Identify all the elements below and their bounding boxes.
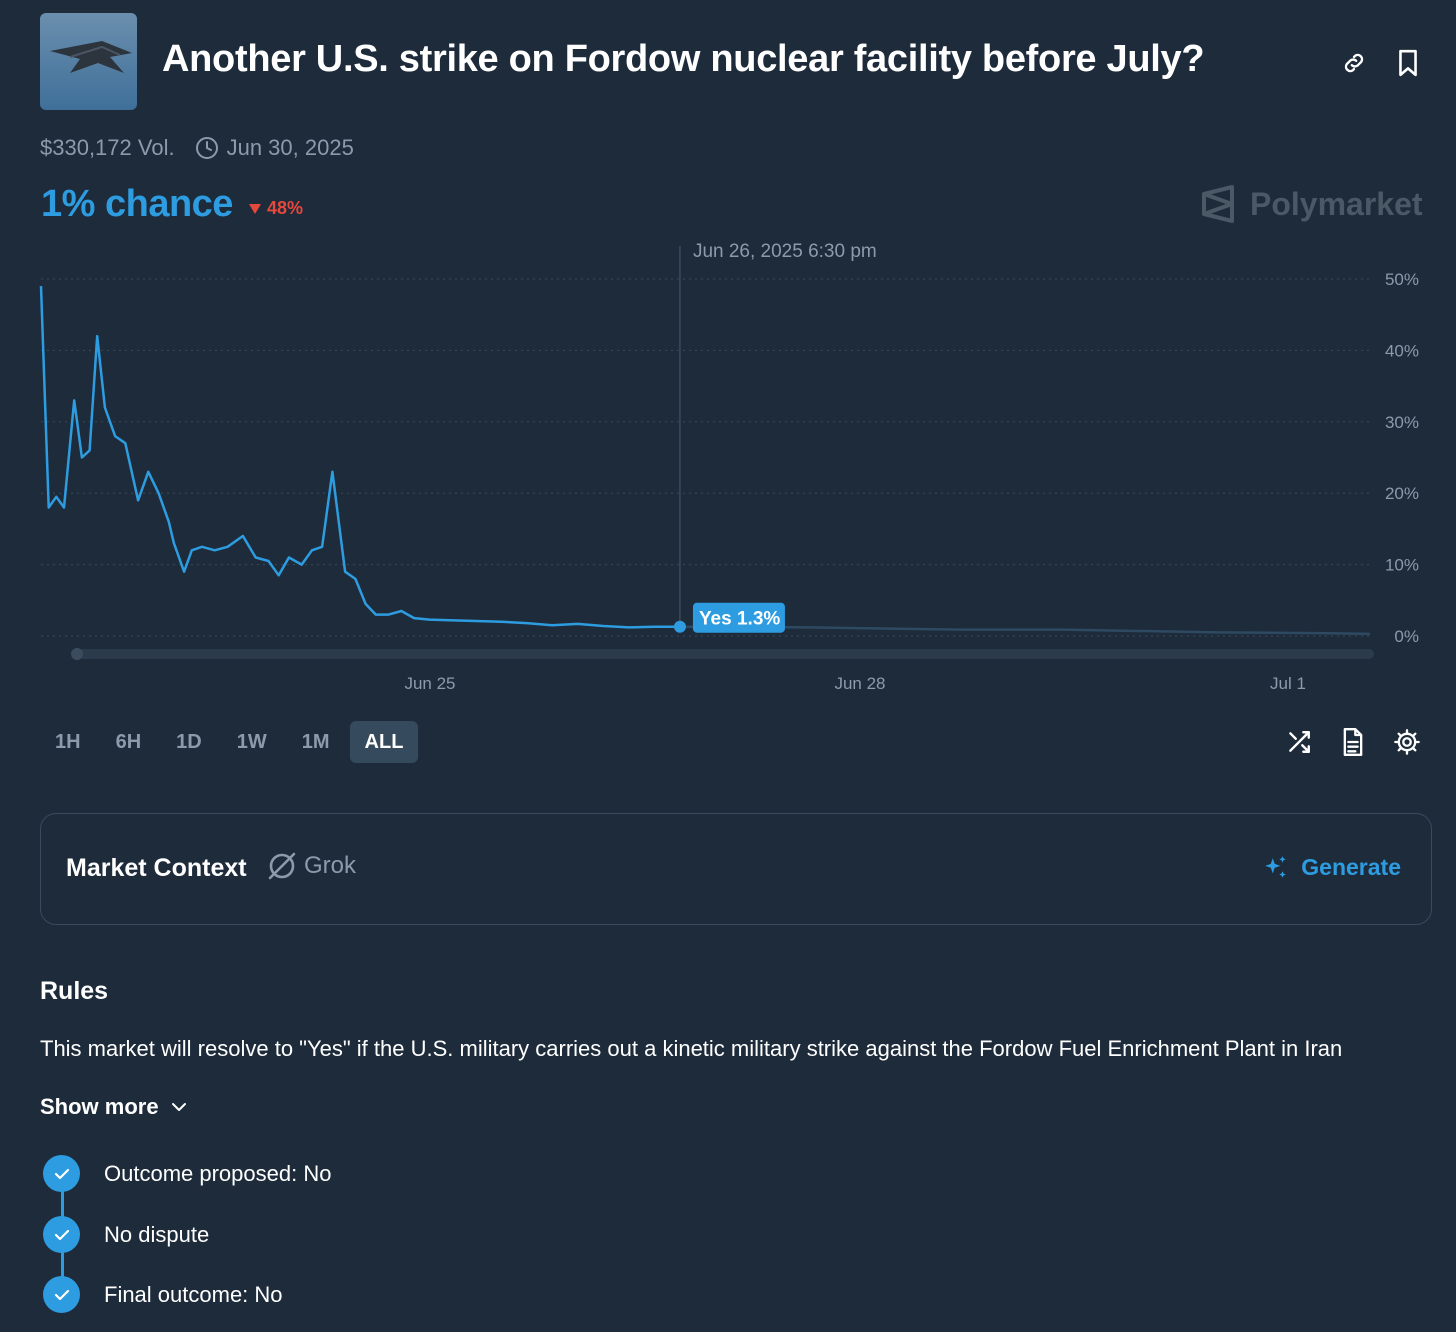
end-date-text: Jun 30, 2025 (226, 135, 354, 160)
timeline-step: Outcome proposed: No (43, 1155, 331, 1192)
time-range-selector: 1H 6H 1D 1W 1M ALL (40, 721, 423, 763)
volume-text: $330,172 Vol. (40, 135, 175, 160)
polymarket-logo: Polymarket (1200, 184, 1423, 224)
price-line-yes (39, 286, 680, 629)
chart-range-scrollbar[interactable] (77, 649, 1374, 659)
range-1d-button[interactable]: 1D (176, 731, 202, 753)
change-value: 48% (267, 198, 304, 218)
market-context-card: Market Context Grok Generate (40, 813, 1432, 925)
sparkle-icon (1265, 855, 1287, 878)
range-1h-button[interactable]: 1H (55, 731, 81, 753)
range-6h-button[interactable]: 6H (115, 731, 142, 753)
svg-text:Yes 1.3%: Yes 1.3% (699, 609, 780, 630)
y-tick-label: 30% (1385, 413, 1419, 432)
timeline-step: No dispute (43, 1216, 209, 1253)
hover-tooltip: Yes 1.3% (692, 602, 785, 633)
shuffle-icon[interactable] (1284, 727, 1314, 757)
market-meta: $330,172 Vol. Jun 30, 2025 (40, 135, 354, 161)
x-tick-label: Jun 28 (834, 674, 885, 693)
x-tick-label: Jun 25 (404, 674, 455, 693)
brand-name: Polymarket (1250, 185, 1423, 222)
rules-text: This market will resolve to "Yes" if the… (40, 1036, 1343, 1061)
hover-point (673, 620, 686, 633)
check-icon (43, 1216, 80, 1253)
grok-badge: Grok (266, 850, 356, 882)
market-title: Another U.S. strike on Fordow nuclear fa… (162, 38, 1205, 80)
y-tick-label: 20% (1385, 484, 1419, 503)
timeline-step-label: No dispute (104, 1221, 210, 1247)
y-tick-label: 10% (1385, 556, 1419, 575)
y-tick-label: 40% (1385, 341, 1419, 360)
clock-icon (195, 136, 219, 160)
timeline-step-label: Final outcome: No (104, 1281, 283, 1307)
generate-button[interactable]: Generate (1263, 854, 1401, 881)
generate-label: Generate (1301, 854, 1401, 880)
check-icon (43, 1155, 80, 1192)
chance-text: 1% chance (41, 183, 233, 225)
show-more-button[interactable]: Show more (40, 1094, 187, 1120)
scrollbar-handle[interactable] (71, 648, 83, 660)
gear-icon[interactable] (1392, 727, 1422, 757)
down-triangle-icon (249, 203, 261, 214)
show-more-label: Show more (40, 1094, 159, 1119)
grok-label: Grok (304, 852, 357, 879)
range-1m-button[interactable]: 1M (301, 731, 330, 753)
y-tick-label: 0% (1394, 627, 1419, 646)
document-icon[interactable] (1338, 727, 1368, 757)
x-tick-label: Jul 1 (1270, 674, 1306, 693)
range-1w-button[interactable]: 1W (236, 731, 267, 753)
price-line-future (679, 625, 1371, 636)
polymarket-icon (1202, 185, 1234, 223)
link-icon[interactable] (1339, 46, 1369, 80)
timeline-step-label: Outcome proposed: No (104, 1160, 332, 1186)
market-context-title: Market Context (66, 854, 247, 882)
y-tick-label: 50% (1385, 270, 1419, 289)
change-badge: 48% (248, 198, 303, 219)
price-chart[interactable]: 50% 40% 30% 20% 10% 0% Jun 26, 2025 6:30 pm Y… (0, 230, 1456, 700)
range-all-button[interactable]: ALL (349, 721, 419, 763)
check-icon (43, 1276, 80, 1313)
chevron-down-icon (171, 1103, 186, 1111)
rules-heading: Rules (40, 977, 109, 1005)
bookmark-icon[interactable] (1393, 46, 1423, 80)
grok-icon (268, 852, 296, 880)
timeline-step: Final outcome: No (43, 1276, 283, 1313)
market-thumbnail (40, 13, 137, 110)
hover-timestamp: Jun 26, 2025 6:30 pm (693, 241, 877, 262)
